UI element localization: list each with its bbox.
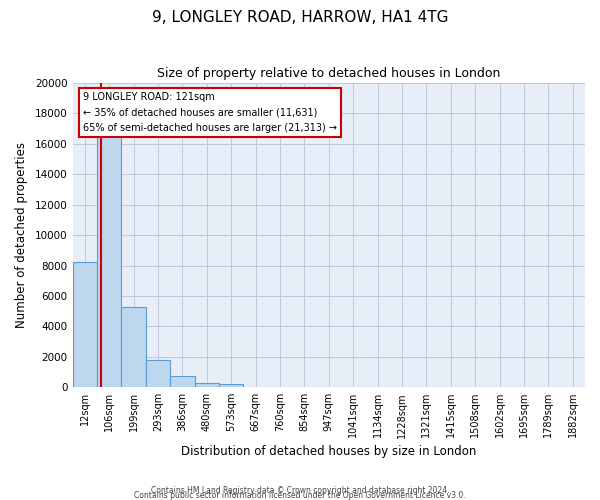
Text: Contains public sector information licensed under the Open Government Licence v3: Contains public sector information licen… xyxy=(134,490,466,500)
Bar xyxy=(73,262,97,387)
Bar xyxy=(219,384,244,387)
Bar xyxy=(194,383,219,387)
Title: Size of property relative to detached houses in London: Size of property relative to detached ho… xyxy=(157,68,500,80)
Y-axis label: Number of detached properties: Number of detached properties xyxy=(15,142,28,328)
Bar xyxy=(121,306,146,387)
Text: 9, LONGLEY ROAD, HARROW, HA1 4TG: 9, LONGLEY ROAD, HARROW, HA1 4TG xyxy=(152,10,448,25)
Bar xyxy=(97,135,121,387)
X-axis label: Distribution of detached houses by size in London: Distribution of detached houses by size … xyxy=(181,444,476,458)
Bar xyxy=(146,360,170,387)
Bar xyxy=(170,376,194,387)
Text: 9 LONGLEY ROAD: 121sqm
← 35% of detached houses are smaller (11,631)
65% of semi: 9 LONGLEY ROAD: 121sqm ← 35% of detached… xyxy=(83,92,337,134)
Text: Contains HM Land Registry data © Crown copyright and database right 2024.: Contains HM Land Registry data © Crown c… xyxy=(151,486,449,495)
